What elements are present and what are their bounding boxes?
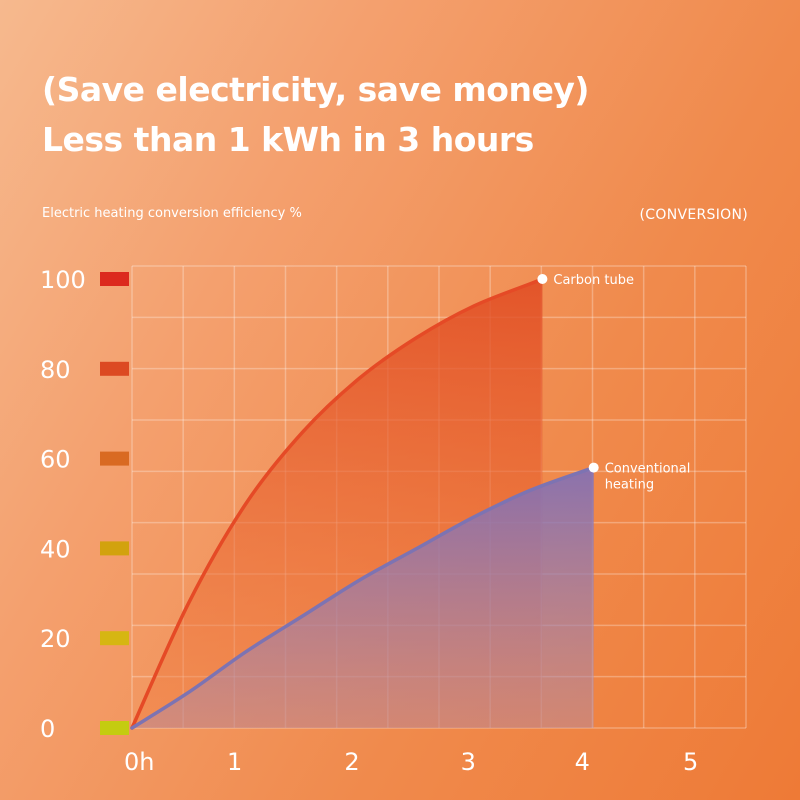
x-tick-label: 1 bbox=[227, 748, 242, 776]
conventional-heating-label: Conventional bbox=[605, 462, 691, 477]
chart-title: Electric heating conversion efficiency % bbox=[42, 206, 302, 221]
y-tick-swatch bbox=[100, 721, 129, 735]
conversion-tag: (CONVERSION) bbox=[639, 207, 748, 223]
y-tick-label: 20 bbox=[40, 625, 71, 653]
y-tick-swatch bbox=[100, 272, 129, 286]
carbon-tube-end-point bbox=[537, 274, 548, 284]
y-tick-label: 60 bbox=[40, 446, 71, 474]
conventional-heating-end-point bbox=[588, 462, 599, 473]
x-axis: 0h 1 2 3 4 5 bbox=[124, 748, 698, 776]
y-tick-swatch bbox=[100, 361, 129, 376]
x-tick-label: 5 bbox=[683, 748, 698, 776]
y-tick-label: 100 bbox=[40, 266, 86, 294]
conventional-heating-area bbox=[132, 467, 594, 728]
areas bbox=[132, 279, 594, 728]
x-tick-label: 4 bbox=[575, 748, 590, 776]
x-tick-label: 0h bbox=[124, 748, 154, 776]
y-tick-swatch bbox=[100, 631, 129, 646]
y-tick-label: 0 bbox=[40, 715, 55, 743]
x-tick-label: 3 bbox=[461, 748, 476, 776]
y-tick-label: 40 bbox=[40, 535, 71, 563]
y-tick-label: 80 bbox=[40, 356, 71, 384]
y-axis: 0 20 40 60 80 100 bbox=[40, 266, 129, 743]
y-tick-swatch bbox=[100, 541, 129, 556]
series-lines bbox=[130, 277, 596, 730]
carbon-tube-line bbox=[130, 277, 545, 730]
headline-line-1: (Save electricity, save money) bbox=[42, 70, 589, 109]
conventional-heating-label: heating bbox=[605, 478, 654, 493]
x-tick-label: 2 bbox=[344, 748, 359, 776]
headline-line-2: Less than 1 kWh in 3 hours bbox=[42, 120, 534, 159]
carbon-tube-label: Carbon tube bbox=[553, 273, 634, 288]
conventional-heating-line bbox=[130, 465, 596, 730]
y-tick-swatch bbox=[100, 451, 129, 466]
